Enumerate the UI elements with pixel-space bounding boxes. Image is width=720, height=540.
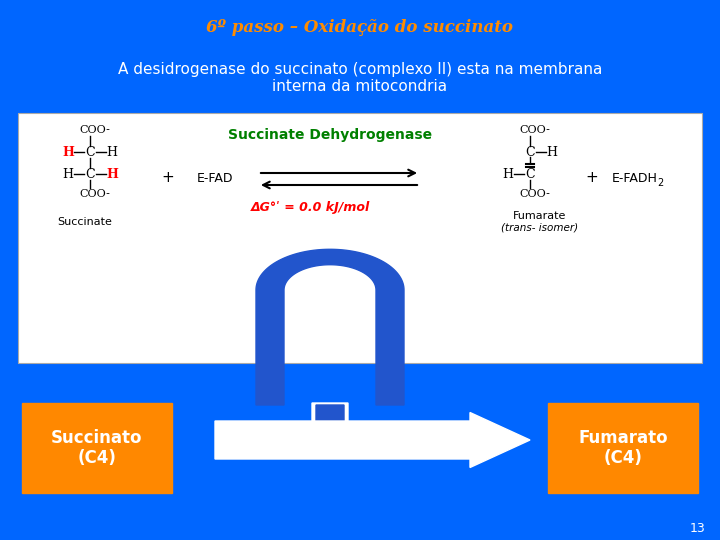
FancyArrow shape [215,413,530,468]
Text: H: H [503,167,513,180]
Text: C: C [525,167,535,180]
Text: H: H [107,145,117,159]
Text: ΔG°ʹ = 0.0 kJ/mol: ΔG°ʹ = 0.0 kJ/mol [251,201,369,214]
Text: COO-: COO- [80,189,110,199]
Text: H: H [62,145,74,159]
Text: COO-: COO- [520,125,550,135]
Text: H: H [106,167,118,180]
Text: 6º passo – Oxidação do succinato: 6º passo – Oxidação do succinato [207,19,513,37]
Text: H: H [63,167,73,180]
Text: H: H [546,145,557,159]
Text: Fumarato
(C4): Fumarato (C4) [578,429,668,468]
Text: Succinate Dehydrogenase: Succinate Dehydrogenase [228,128,432,142]
Text: (trans- isomer): (trans- isomer) [501,222,579,232]
Polygon shape [298,403,362,447]
Text: E-FADH: E-FADH [612,172,658,185]
Text: 2: 2 [657,178,663,188]
Text: A desidrogenase do succinato (complexo II) esta na membrana
interna da mitocondr: A desidrogenase do succinato (complexo I… [118,62,602,94]
FancyBboxPatch shape [22,403,172,493]
Text: C: C [85,145,95,159]
Text: +: + [161,171,174,186]
Text: C: C [525,145,535,159]
Text: Succinate: Succinate [58,217,112,227]
FancyBboxPatch shape [18,113,702,363]
Text: E-FAD: E-FAD [197,172,233,185]
Polygon shape [256,249,404,405]
Text: Succinato
(C4): Succinato (C4) [51,429,143,468]
Polygon shape [302,405,358,445]
Text: +: + [585,171,598,186]
Text: 13: 13 [690,522,706,535]
FancyBboxPatch shape [548,403,698,493]
Text: Fumarate: Fumarate [513,211,567,221]
Text: COO-: COO- [80,125,110,135]
Text: C: C [85,167,95,180]
Text: COO-: COO- [520,189,550,199]
